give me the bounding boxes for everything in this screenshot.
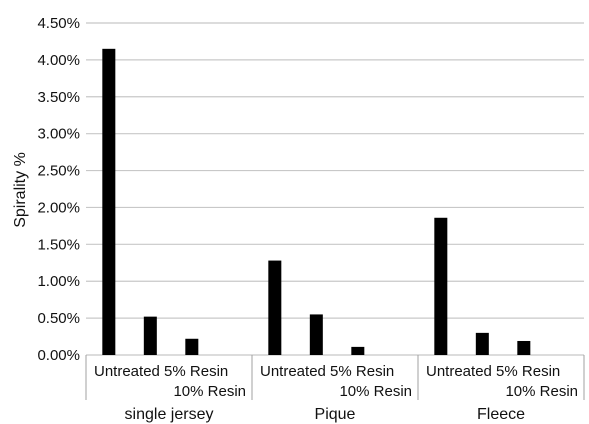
bar	[185, 338, 199, 355]
bar	[309, 314, 323, 355]
y-tick-label: 3.50%	[37, 89, 80, 106]
y-tick-label: 4.00%	[37, 52, 80, 69]
category-label: 10% Resin	[339, 383, 412, 400]
gridlines	[86, 22, 584, 356]
category-label: Untreated 5% Resin	[426, 363, 560, 380]
bar	[143, 316, 157, 355]
y-tick-label: 3.00%	[37, 126, 80, 143]
y-tick-label: 1.00%	[37, 273, 80, 290]
y-tick-label: 2.50%	[37, 163, 80, 180]
bar	[102, 48, 116, 355]
bar	[475, 332, 489, 355]
group-label: Pique	[315, 406, 356, 423]
category-label: 10% Resin	[173, 383, 246, 400]
category-label: Untreated 5% Resin	[94, 363, 228, 380]
bar	[517, 340, 531, 355]
y-axis-ticks: 0.00% 0.50% 1.00% 1.50% 2.00% 2.50% 3.00% 3.50%…	[37, 15, 80, 364]
group-label: single jersey	[125, 406, 214, 423]
bar	[351, 346, 365, 355]
y-axis-title: Spirality %	[12, 152, 29, 228]
category-label: 10% Resin	[505, 383, 578, 400]
category-label: Untreated 5% Resin	[260, 363, 394, 380]
bar	[268, 260, 282, 355]
y-tick-label: 0.00%	[37, 347, 80, 364]
x-axis: Untreated 5% Resin 10% Resin single jersey…	[85, 355, 585, 423]
bars	[102, 48, 531, 355]
y-tick-label: 0.50%	[37, 310, 80, 327]
bar	[434, 217, 448, 355]
y-tick-label: 2.00%	[37, 199, 80, 216]
group-label: Fleece	[477, 406, 525, 423]
y-tick-label: 4.50%	[37, 15, 80, 32]
y-tick-label: 1.50%	[37, 236, 80, 253]
